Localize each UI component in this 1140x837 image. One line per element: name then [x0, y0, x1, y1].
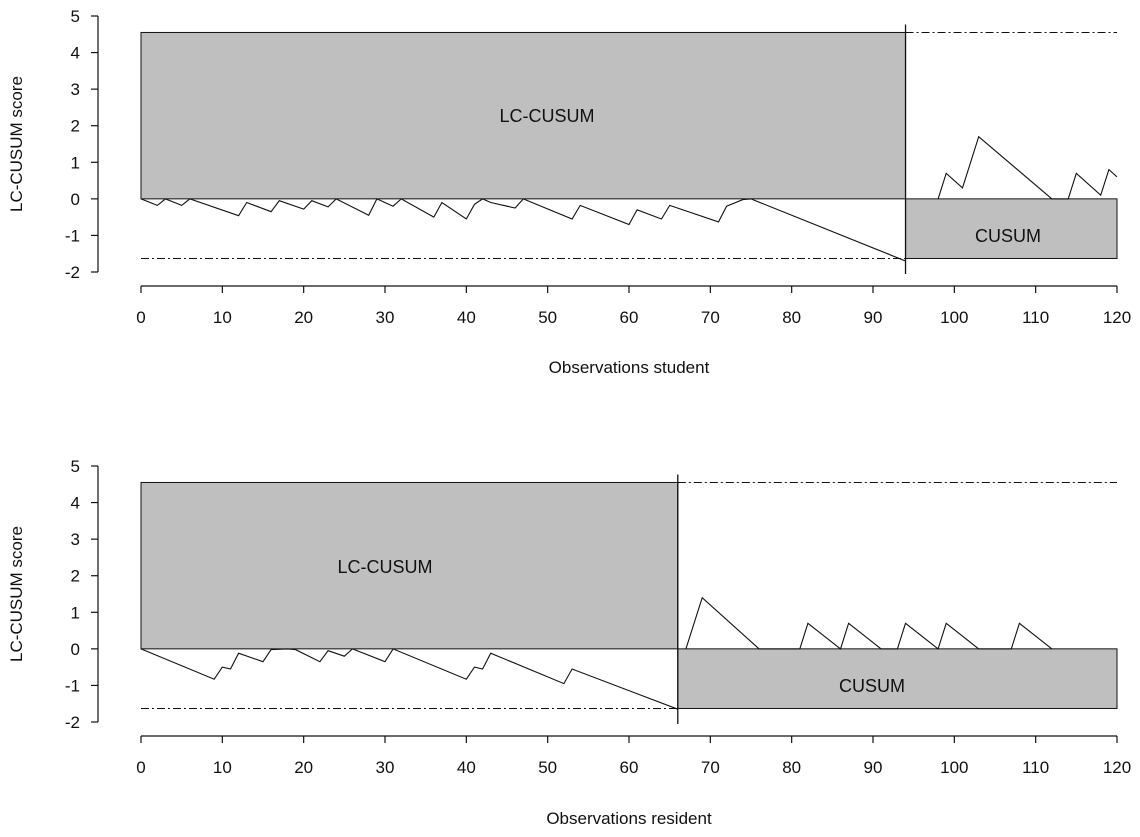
y-tick-label: 5	[71, 7, 80, 26]
cusum-series-line	[685, 596, 1053, 650]
y-tick-label: 4	[71, 44, 80, 63]
x-tick-label: 60	[620, 758, 639, 777]
cusum-region	[905, 198, 1118, 259]
x-tick-label: 70	[701, 758, 720, 777]
cusum-label: CUSUM	[839, 676, 905, 696]
y-tick-label: 4	[71, 494, 80, 513]
lc-cusum-region	[140, 481, 679, 650]
x-tick-label: 20	[294, 308, 313, 327]
x-tick-label: 30	[376, 308, 395, 327]
x-axis-title: Observations resident	[546, 809, 712, 828]
x-tick-label: 10	[213, 308, 232, 327]
x-tick-label: 40	[457, 308, 476, 327]
y-tick-label: 2	[71, 567, 80, 586]
y-tick-label: 0	[71, 190, 80, 209]
y-tick-label: -2	[65, 263, 80, 282]
y-tick-label: -1	[65, 676, 80, 695]
x-tick-label: 90	[864, 758, 883, 777]
y-tick-label: 3	[71, 80, 80, 99]
y-tick-label: -1	[65, 226, 80, 245]
x-tick-label: 80	[782, 758, 801, 777]
x-tick-label: 100	[940, 308, 968, 327]
lc-cusum-series-line	[140, 198, 906, 262]
y-tick-label: 0	[71, 640, 80, 659]
x-tick-label: 30	[376, 758, 395, 777]
lc-cusum-series-line	[140, 648, 678, 710]
x-tick-label: 0	[136, 758, 145, 777]
lc-cusum-region	[140, 31, 907, 200]
y-tick-label: 1	[71, 153, 80, 172]
x-tick-label: 80	[782, 308, 801, 327]
lc-cusum-label: LC-CUSUM	[337, 557, 432, 577]
x-tick-label: 0	[136, 308, 145, 327]
y-tick-label: 3	[71, 530, 80, 549]
x-tick-label: 20	[294, 758, 313, 777]
x-tick-label: 40	[457, 758, 476, 777]
x-tick-label: 50	[538, 758, 557, 777]
x-tick-label: 90	[864, 308, 883, 327]
y-tick-label: 1	[71, 603, 80, 622]
x-axis-title: Observations student	[549, 358, 710, 377]
x-tick-label: 50	[538, 308, 557, 327]
x-tick-label: 110	[1022, 758, 1049, 777]
x-tick-label: 110	[1022, 308, 1049, 327]
y-tick-label: -2	[65, 713, 80, 732]
x-tick-label: 120	[1103, 308, 1131, 327]
x-tick-label: 60	[620, 308, 639, 327]
x-tick-label: 100	[940, 758, 968, 777]
y-tick-label: 2	[71, 117, 80, 136]
lc-cusum-label: LC-CUSUM	[499, 106, 594, 126]
x-tick-label: 120	[1103, 758, 1131, 777]
y-axis-title: LC-CUSUM score	[7, 526, 26, 662]
y-tick-label: 5	[71, 457, 80, 476]
x-tick-label: 10	[213, 758, 232, 777]
cusum-label: CUSUM	[975, 226, 1041, 246]
cusum-series-line	[937, 135, 1118, 200]
y-axis-title: LC-CUSUM score	[7, 76, 26, 212]
x-tick-label: 70	[701, 308, 720, 327]
